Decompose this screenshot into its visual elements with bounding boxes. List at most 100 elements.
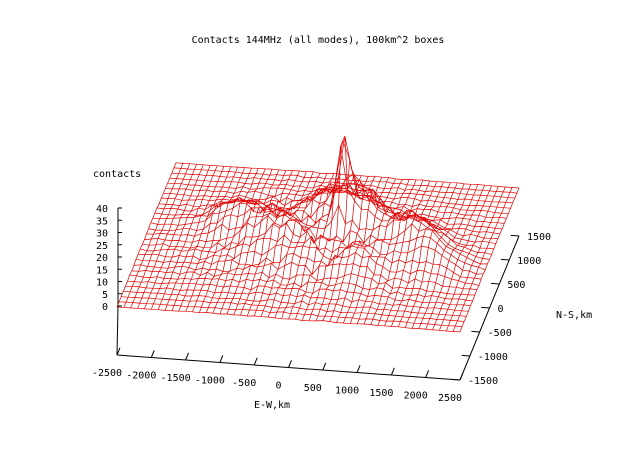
y-tick-mark [491,282,500,285]
mesh-col-line [336,178,396,323]
mesh-col-line [198,168,259,313]
y-tick-mark [451,378,461,381]
y-tick-label: 1000 [517,256,541,267]
mesh-col-line [150,165,211,310]
chart-title: Contacts 144MHz (all modes), 100km^2 box… [192,35,445,46]
x-tick-label: 500 [304,383,322,394]
mesh-col-line [295,174,355,320]
mesh-col-line [397,182,458,327]
mesh-col-line [301,175,362,321]
x-tick-mark [425,370,430,378]
mesh-col-line [384,181,444,326]
x-tick-mark [288,360,292,368]
mesh-col-line [425,185,486,330]
z-tick-label: 5 [102,290,108,301]
z-tick-label: 20 [96,253,108,264]
mesh-col-line [233,170,293,316]
mesh-col-line [219,169,280,315]
y-tick-mark [500,258,510,261]
x-tick-mark [322,362,327,371]
mesh-col-line [192,167,252,312]
mesh-col-line [377,181,438,326]
x-tick-mark [185,352,190,361]
mesh-col-line [137,164,197,309]
x-tick-mark [390,367,395,376]
z-tick-label: 15 [96,265,108,276]
x-tick-label: 1000 [335,386,359,397]
x-tick-label: 2500 [438,393,462,404]
mesh-col-line [439,186,499,331]
mesh-col-line [288,174,348,320]
mesh-col-line [253,171,314,317]
mesh-col-line [164,166,225,311]
x-tick-label: 0 [275,381,281,392]
mesh-col-line [178,166,239,312]
x-tick-mark [253,357,258,366]
x-tick-label: -500 [232,378,256,389]
y-tick-label: -1000 [478,352,508,363]
mesh-col-line [144,164,204,310]
y-tick-label: 0 [498,304,504,315]
y-tick-label: -1500 [468,376,498,387]
x-tick-mark [459,372,464,381]
mesh-col-line [260,173,321,317]
y-tick-mark [471,330,480,333]
x-tick-label: 2000 [404,391,428,402]
mesh-col-line [274,173,335,319]
mesh-col-line [267,173,328,318]
mesh-col-line [452,187,513,332]
z-axis-drop [116,305,119,356]
mesh-col-line [246,171,307,317]
mesh-row-line [140,234,484,275]
y-tick-mark [461,354,470,357]
mesh-col-line [343,179,403,324]
mesh-col-line [445,186,506,332]
mesh-col-line [130,163,191,309]
z-tick-label: 30 [96,229,108,240]
mesh-col-line [411,184,472,329]
mesh-col-line [349,179,410,324]
axes [116,207,520,381]
mesh-col-line [418,184,479,329]
mesh-col-line [185,167,245,312]
x-tick-label: 1500 [369,388,393,399]
mesh-col-line [404,183,465,328]
x-tick-label: -1000 [195,376,225,387]
mesh-col-line [240,170,300,316]
mesh-col-line [212,168,273,314]
y-tick-label: -500 [488,328,512,339]
z-tick-label: 0 [102,302,108,313]
x-tick-mark [356,365,361,373]
mesh-col-line [363,179,424,325]
x-tick-label: -2500 [92,368,122,379]
y-tick-mark [510,234,520,237]
mesh-col-line [205,168,266,313]
x-tick-mark [116,347,121,356]
mesh-col-line [226,170,287,315]
mesh-col-line [281,174,341,319]
mesh-col-line [157,165,218,310]
mesh-col-line [116,162,177,308]
mesh-col-line [123,163,184,308]
mesh-col-line [356,179,417,324]
mesh-col-line [370,180,431,325]
z-tick-label: 10 [96,278,108,289]
y-axis-label: N-S,km [556,310,592,321]
y-tick-mark [481,306,490,309]
surface-mesh [116,135,520,333]
x-tick-mark [150,350,155,358]
mesh-col-line [432,185,492,331]
z-tick-label: 35 [96,216,108,227]
x-axis-label: E-W,km [254,400,290,411]
x-tick-label: -1500 [161,373,191,384]
mesh-col-line [171,166,232,311]
x-tick-label: -2000 [126,371,156,382]
y-tick-label: 1500 [527,232,551,243]
mesh-col-line [459,187,520,333]
z-tick-label: 40 [96,204,108,215]
z-axis-label: contacts [93,169,141,180]
mesh-col-line [391,182,451,327]
z-tick-label: 25 [96,241,108,252]
